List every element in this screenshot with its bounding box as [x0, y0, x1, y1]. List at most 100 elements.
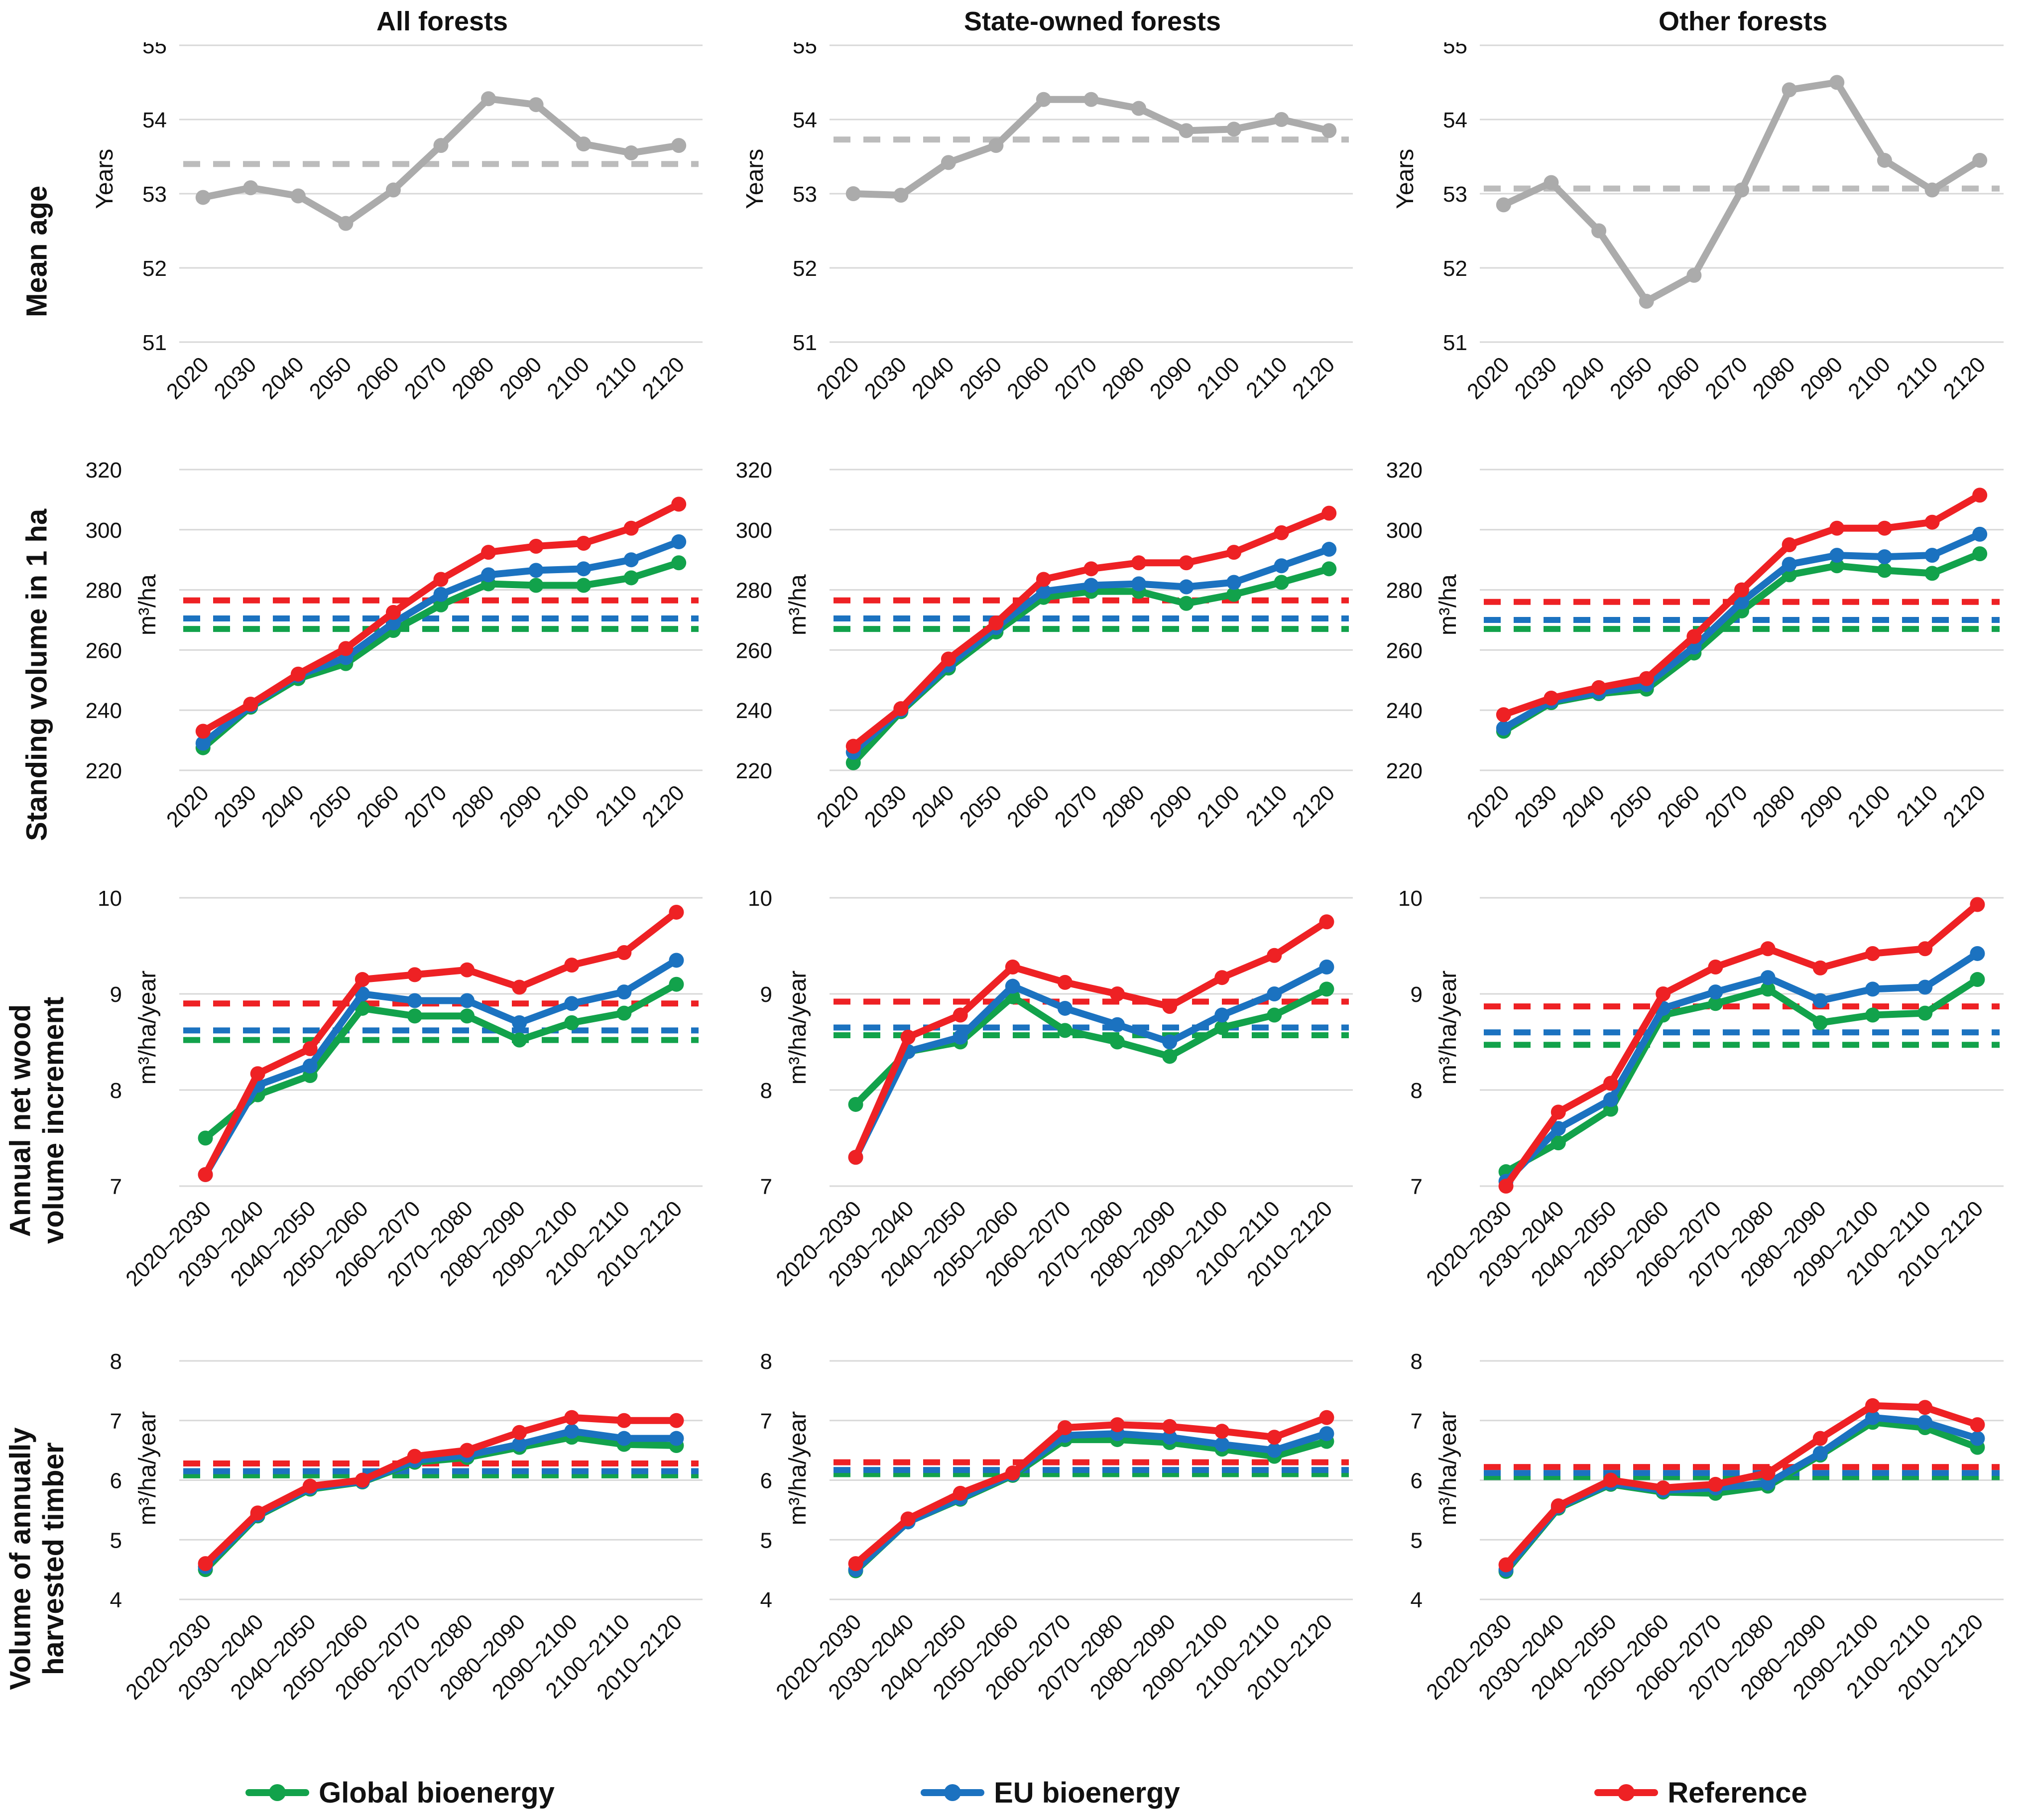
y-axis-unit-label: m³/ha/year	[785, 971, 811, 1085]
data-point	[1162, 1430, 1178, 1445]
x-tick-label: 2040	[1557, 352, 1609, 404]
data-point	[845, 186, 861, 201]
data-point	[564, 996, 580, 1011]
data-point	[564, 1015, 580, 1030]
chart-svg: 220240260280300320m³/ha20202030204020502…	[736, 461, 1353, 832]
data-point	[616, 1005, 632, 1021]
data-point	[1005, 978, 1020, 994]
data-point	[900, 1511, 916, 1527]
data-point	[671, 496, 687, 512]
data-point	[941, 155, 956, 170]
y-axis-unit-label: m³/ha	[785, 574, 811, 635]
data-point	[1057, 1000, 1073, 1016]
chart-mean-age-other-forests: 51 52 53 54 55 Years 2020 2030 2040 2050 2060 2070 2…	[1375, 42, 2026, 461]
data-point	[1214, 1007, 1230, 1023]
y-tick-label: 9	[760, 982, 772, 1007]
y-axis-unit-label: m³/ha/year	[1435, 971, 1461, 1085]
y-tick-label: 300	[86, 518, 122, 543]
chart-mean-age-state-owned-forests: 51 52 53 54 55 Years 2020 2030 2040 2050 2060 2070 2…	[725, 42, 1375, 461]
data-point	[1057, 974, 1073, 990]
data-point	[1550, 1498, 1566, 1513]
series-reference	[198, 904, 684, 1182]
data-point	[1214, 1424, 1230, 1439]
y-tick-label: 320	[1386, 461, 1423, 483]
data-point	[845, 755, 861, 770]
series-reference	[1498, 1398, 1985, 1573]
series-reference	[848, 914, 1334, 1165]
chart-svg: 5152535455Years2020203020402050206020702…	[1392, 42, 2004, 404]
data-point	[243, 180, 258, 196]
x-tick-label: 2020	[812, 352, 864, 404]
data-point	[1812, 1015, 1828, 1030]
x-tick-labels: 2020–20302030–20402040–20502050–20602060…	[1422, 1609, 1988, 1704]
series-global-bioenergy	[198, 976, 684, 1146]
data-point	[290, 188, 306, 204]
y-tick-label: 7	[1411, 1409, 1423, 1434]
data-point	[512, 1425, 527, 1440]
y-tick-label: 8	[760, 1079, 772, 1103]
data-point	[1057, 1420, 1073, 1436]
data-point	[1214, 1437, 1230, 1452]
chart-svg: 4 5 6 7 8 m³/ha/year 2020–20302030–20402040–20…	[760, 1352, 1353, 1704]
series-reference	[198, 1410, 684, 1572]
data-point	[528, 563, 544, 578]
gridlines: 51 52 53 54 55	[142, 42, 703, 355]
y-tick-label: 6	[760, 1469, 772, 1493]
data-point	[1970, 897, 1985, 912]
x-tick-label: 2080	[1748, 780, 1800, 832]
data-point	[198, 1130, 213, 1146]
x-tick-label: 2070	[1700, 780, 1752, 832]
y-tick-label: 320	[736, 461, 772, 483]
data-point	[564, 1410, 580, 1425]
data-point	[1708, 959, 1723, 974]
x-tick-label: 2070	[1050, 780, 1102, 832]
series-reference	[1496, 487, 1988, 723]
column-title-other-forests: Other forests	[1658, 6, 1828, 36]
data-point	[433, 138, 449, 153]
row-label-standing-volume: Standing volume in 1 ha	[20, 508, 53, 841]
data-point	[623, 552, 639, 568]
legend-marker-red	[1594, 1784, 1659, 1801]
data-point	[1496, 721, 1511, 736]
y-tick-label: 260	[1386, 638, 1423, 663]
data-point	[1917, 1400, 1933, 1415]
data-point	[953, 1007, 968, 1023]
y-tick-label: 240	[86, 699, 122, 723]
data-point	[988, 138, 1004, 153]
legend-marker-green	[245, 1784, 310, 1801]
series-reference	[195, 496, 687, 739]
data-point	[669, 953, 684, 968]
data-point	[385, 182, 401, 198]
x-tick-label: 2090	[1795, 780, 1847, 832]
data-point	[848, 1150, 863, 1165]
data-point	[1321, 123, 1337, 138]
y-tick-label: 55	[793, 42, 817, 58]
data-point	[848, 1096, 863, 1112]
data-point	[1591, 223, 1607, 239]
data-point	[1639, 671, 1654, 686]
gridlines: 4 5 6 7 8	[110, 1352, 703, 1612]
y-tick-label: 52	[1443, 256, 1467, 281]
data-point	[1812, 1446, 1828, 1461]
data-point	[481, 91, 496, 107]
data-point	[848, 1556, 863, 1572]
series-mean-age	[1496, 75, 1988, 309]
data-point	[1110, 1034, 1125, 1050]
y-axis-unit-label: m³/ha/year	[1435, 1411, 1461, 1525]
data-point	[1544, 691, 1559, 706]
data-point	[1591, 680, 1607, 695]
y-tick-label: 7	[110, 1409, 122, 1434]
x-tick-labels: 2020203020402050206020702080209021002110…	[162, 780, 689, 832]
data-point	[1267, 986, 1282, 1001]
data-point	[460, 1008, 475, 1024]
data-point	[198, 1556, 213, 1572]
x-tick-label: 2030	[210, 352, 261, 404]
data-point	[250, 1505, 265, 1521]
chart-svg: 5152535455Years2020203020402050206020702…	[742, 42, 1353, 404]
data-point	[481, 545, 496, 560]
data-point	[1917, 1005, 1933, 1021]
data-point	[1267, 1007, 1282, 1023]
data-point	[407, 1008, 422, 1024]
legend-label: Reference	[1668, 1776, 1807, 1809]
data-point	[198, 1167, 213, 1182]
